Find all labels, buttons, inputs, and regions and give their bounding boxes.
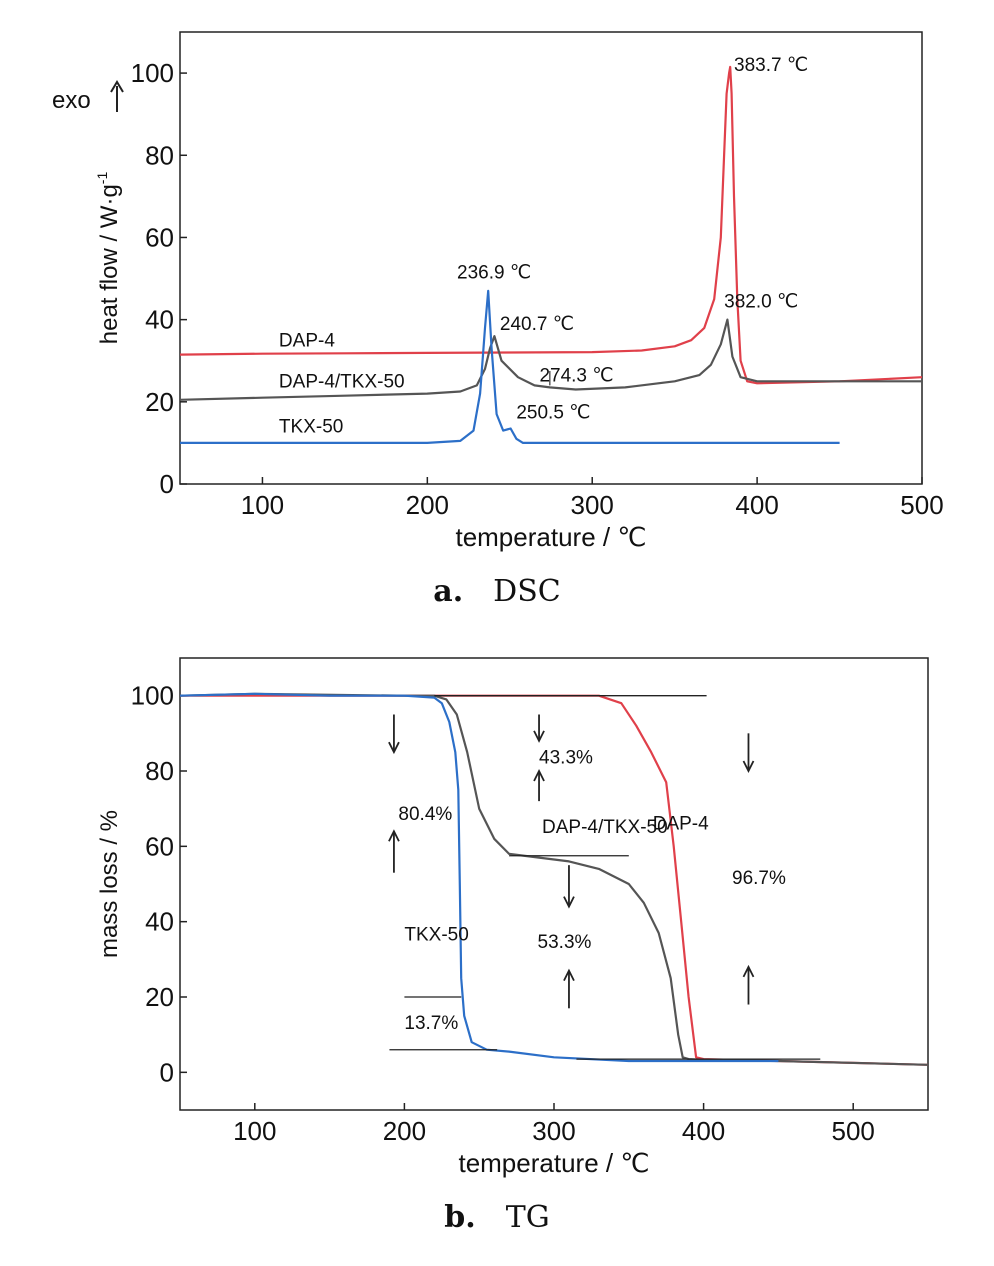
tg-annotation: 80.4% <box>398 804 452 825</box>
tg-series-tkx-50 <box>179 692 779 1063</box>
tg-x-tick-label: 200 <box>383 1116 426 1146</box>
tg-annotation: DAP-4/TKX-50 <box>542 817 668 838</box>
dsc-y-tick-label: 0 <box>160 469 174 499</box>
tg-annotation-arrow-head <box>742 760 755 774</box>
tg-annotation: TKX-50 <box>404 925 468 946</box>
dsc-x-tick-label: 400 <box>735 490 778 520</box>
dsc-x-axis-label: temperature / ℃ <box>455 522 646 552</box>
dsc-annotation: 236.9 ℃ <box>457 263 531 284</box>
tg-caption: b. TG <box>0 1200 994 1235</box>
tg-x-tick-label: 300 <box>532 1116 575 1146</box>
tg-x-tick-label: 100 <box>233 1116 276 1146</box>
tg-y-tick-label: 80 <box>145 756 174 786</box>
dsc-y-axis-label: heat flow / W·g-1 <box>94 172 123 345</box>
dsc-annotation: TKX-50 <box>279 417 343 438</box>
dsc-caption-letter: a. <box>433 574 464 609</box>
tg-annotation-arrow-head <box>563 968 575 982</box>
tg-annotation: DAP-4 <box>653 813 709 834</box>
tg-annotation: 13.7% <box>404 1013 458 1034</box>
tg-y-tick-label: 40 <box>145 907 174 937</box>
tg-chart: 100 200 300 400 500 0 20 40 60 80 100 temperature /… <box>96 657 929 1178</box>
dsc-y-axis-label-superscript: -1 <box>94 172 110 185</box>
tg-series-dap-4-tkx-50 <box>179 692 929 1066</box>
dsc-annotation: DAP-4 <box>279 330 335 351</box>
dsc-exo-label: exo <box>52 87 91 114</box>
tg-annotation-arrow-head <box>388 829 400 842</box>
tg-annotation-arrow-head <box>742 964 755 978</box>
tg-y-tick-label: 0 <box>160 1057 174 1087</box>
dsc-plot-frame <box>179 31 923 485</box>
tg-caption-title: TG <box>505 1200 550 1235</box>
dsc-series-dap-4-tkx-50 <box>179 318 922 401</box>
dsc-chart: 100 200 300 400 500 0 20 40 60 80 100 temperature /… <box>52 31 944 552</box>
tg-chart-panel: 100 200 300 400 500 0 20 40 60 80 100 temperature /… <box>0 630 994 1261</box>
tg-y-tick-label: 100 <box>131 681 174 711</box>
dsc-x-tick-label: 100 <box>241 490 284 520</box>
tg-annotation-arrow-head <box>563 896 575 909</box>
dsc-x-tick-label: 300 <box>571 490 614 520</box>
dsc-series-tkx-50 <box>180 289 840 444</box>
tg-y-axis-label: mass loss / % <box>96 810 123 958</box>
dsc-annotation: 250.5 ℃ <box>516 402 590 423</box>
tg-x-tick-label: 500 <box>832 1116 875 1146</box>
dsc-caption-title: DSC <box>493 574 561 609</box>
tg-y-tick-label: 60 <box>145 831 174 861</box>
tg-annotation-arrow-head <box>533 768 545 782</box>
dsc-annotation: 382.0 ℃ <box>724 291 798 312</box>
tg-annotation: 96.7% <box>732 868 786 889</box>
dsc-exo-arrow-head <box>110 80 124 93</box>
dsc-annotation: 274.3 ℃ <box>539 365 613 386</box>
dsc-series-dap-4 <box>179 65 923 385</box>
tg-caption-letter: b. <box>444 1200 476 1235</box>
tg-annotation-arrow-head <box>533 730 545 743</box>
tg-annotation-arrow-head <box>388 741 400 755</box>
dsc-y-tick-label: 80 <box>145 140 174 170</box>
tg-x-axis-label: temperature / ℃ <box>458 1148 649 1178</box>
dsc-y-tick-label: 100 <box>131 58 174 88</box>
dsc-x-tick-label: 500 <box>900 490 943 520</box>
dsc-annotation: DAP-4/TKX-50 <box>279 371 405 392</box>
tg-annotation: 43.3% <box>539 747 593 768</box>
dsc-y-tick-label: 20 <box>145 387 174 417</box>
tg-annotation: 53.3% <box>538 932 592 953</box>
tg-y-tick-label: 20 <box>145 982 174 1012</box>
dsc-y-tick-label: 40 <box>145 305 174 335</box>
tg-plot-frame <box>179 657 929 1111</box>
dsc-annotation: 240.7 ℃ <box>500 314 574 335</box>
tg-x-tick-label: 400 <box>682 1116 725 1146</box>
dsc-chart-panel: 100 200 300 400 500 0 20 40 60 80 100 temperature /… <box>0 0 994 620</box>
dsc-y-tick-label: 60 <box>145 222 174 252</box>
dsc-caption: a. DSC <box>0 574 994 609</box>
dsc-x-tick-label: 200 <box>406 490 449 520</box>
dsc-annotation: 383.7 ℃ <box>734 55 808 76</box>
